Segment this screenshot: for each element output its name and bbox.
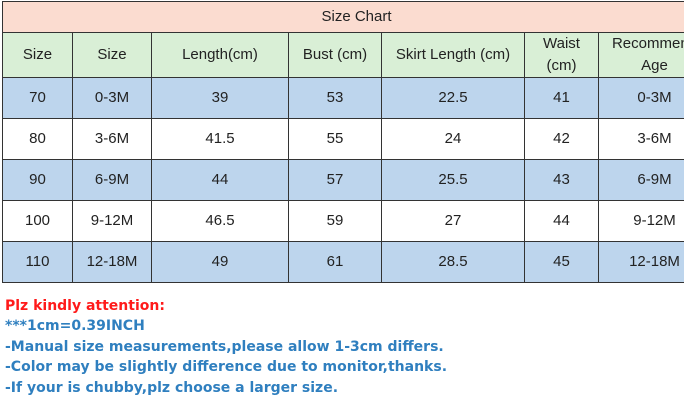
cell-recommend-age: 0-3M: [598, 77, 684, 119]
header-recommend-age: Recommend Age: [598, 32, 684, 78]
cell-recommend-age: 6-9M: [598, 159, 684, 201]
table-row: 90 6-9M 44 57 25.5 43 6-9M: [2, 159, 684, 201]
header-length: Length(cm): [151, 32, 289, 78]
cell-bust: 61: [288, 241, 382, 283]
cell-waist: 41: [524, 77, 599, 119]
header-row: Size Size Length(cm) Bust (cm) Skirt Len…: [2, 32, 684, 78]
cell-skirt-length: 28.5: [381, 241, 525, 283]
cell-length: 44: [151, 159, 289, 201]
cell-size: 90: [2, 159, 73, 201]
title-row: Size Chart: [2, 1, 684, 33]
cell-waist: 45: [524, 241, 599, 283]
cell-bust: 53: [288, 77, 382, 119]
cell-recommend-age: 9-12M: [598, 200, 684, 242]
size-chart-table: Size Chart Size Size Length(cm) Bust (cm…: [2, 1, 684, 283]
header-bust: Bust (cm): [288, 32, 382, 78]
note-conversion: ***1cm=0.39INCH: [5, 318, 145, 335]
cell-size: 100: [2, 200, 73, 242]
chart-title: Size Chart: [2, 1, 684, 33]
cell-size: 70: [2, 77, 73, 119]
cell-skirt-length: 25.5: [381, 159, 525, 201]
cell-skirt-length: 27: [381, 200, 525, 242]
header-skirt-length: Skirt Length (cm): [381, 32, 525, 78]
header-size-number: Size: [2, 32, 73, 78]
cell-length: 39: [151, 77, 289, 119]
cell-age-size: 3-6M: [72, 118, 152, 160]
table-row: 110 12-18M 49 61 28.5 45 12-18M: [2, 241, 684, 283]
cell-waist: 43: [524, 159, 599, 201]
cell-waist: 44: [524, 200, 599, 242]
table-row: 80 3-6M 41.5 55 24 42 3-6M: [2, 118, 684, 160]
cell-length: 49: [151, 241, 289, 283]
cell-age-size: 12-18M: [72, 241, 152, 283]
cell-length: 41.5: [151, 118, 289, 160]
cell-size: 80: [2, 118, 73, 160]
note-color: -Color may be slightly difference due to…: [5, 359, 448, 376]
notes-section: Plz kindly attention: ***1cm=0.39INCH -M…: [5, 296, 679, 398]
header-size-age: Size: [72, 32, 152, 78]
attention-heading: Plz kindly attention:: [5, 298, 165, 314]
cell-waist: 42: [524, 118, 599, 160]
cell-age-size: 9-12M: [72, 200, 152, 242]
cell-recommend-age: 12-18M: [598, 241, 684, 283]
header-waist: Waist (cm): [524, 32, 599, 78]
cell-bust: 57: [288, 159, 382, 201]
note-measurement: -Manual size measurements,please allow 1…: [5, 338, 444, 355]
note-size-advice: -If your is chubby,plz choose a larger s…: [5, 379, 339, 396]
cell-size: 110: [2, 241, 73, 283]
cell-skirt-length: 24: [381, 118, 525, 160]
table-row: 100 9-12M 46.5 59 27 44 9-12M: [2, 200, 684, 242]
cell-age-size: 6-9M: [72, 159, 152, 201]
cell-recommend-age: 3-6M: [598, 118, 684, 160]
cell-age-size: 0-3M: [72, 77, 152, 119]
cell-bust: 55: [288, 118, 382, 160]
cell-bust: 59: [288, 200, 382, 242]
cell-skirt-length: 22.5: [381, 77, 525, 119]
table-row: 70 0-3M 39 53 22.5 41 0-3M: [2, 77, 684, 119]
cell-length: 46.5: [151, 200, 289, 242]
